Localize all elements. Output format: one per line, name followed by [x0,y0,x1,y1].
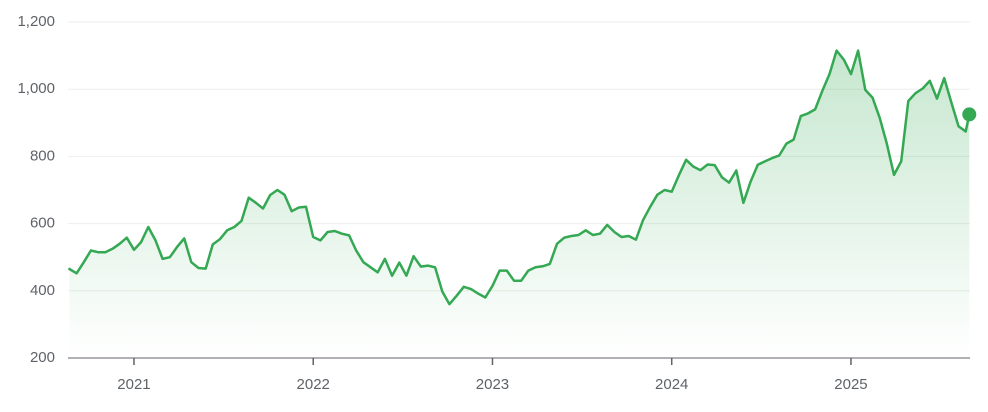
y-tick-label: 800 [30,147,55,164]
y-tick-label: 1,200 [17,13,55,30]
x-tick-label: 2025 [834,376,867,393]
x-tick-label: 2023 [476,376,509,393]
x-tick-label: 2024 [655,376,688,393]
x-tick-label: 2022 [297,376,330,393]
y-tick-label: 400 [30,282,55,299]
x-tick-label: 2021 [117,376,150,393]
price-line [68,49,971,306]
end-marker [962,107,977,122]
y-tick-label: 1,000 [17,80,55,97]
y-tick-label: 200 [30,349,55,366]
area [69,50,970,358]
y-tick-label: 600 [30,215,55,232]
